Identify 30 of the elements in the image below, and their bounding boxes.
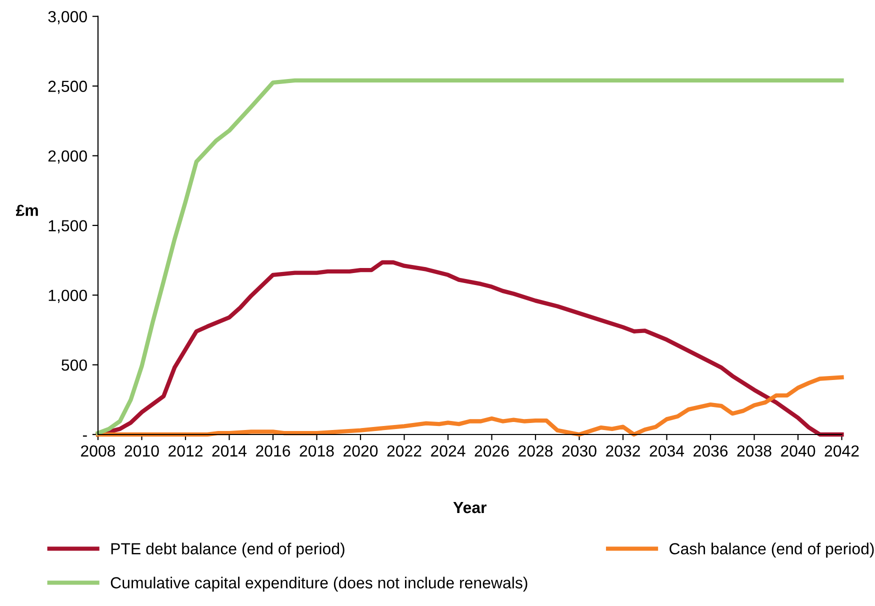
- y-tick-label: 2,500: [48, 80, 87, 94]
- legend-label: PTE debt balance (end of period): [111, 542, 344, 558]
- x-axis-title: Year: [453, 502, 487, 514]
- y-tick-label: -: [82, 435, 87, 437]
- x-tick-label: 2018: [300, 445, 334, 457]
- legend-label: Cumulative capital expenditure (does not include renewals): [110, 576, 528, 592]
- y-axis-title: £m: [16, 204, 38, 216]
- y-tick-label: 500: [62, 359, 87, 371]
- x-tick-label: 2030: [562, 445, 596, 457]
- x-tick-label: 2040: [781, 445, 816, 457]
- y-tick-label: 3,000: [48, 10, 87, 24]
- x-tick-label: 2032: [606, 445, 640, 457]
- legend-label: Cash balance (end of period): [670, 542, 874, 558]
- x-tick-label: 2034: [650, 445, 684, 457]
- x-tick-label: 2038: [737, 445, 772, 457]
- x-tick-label: 2008: [81, 445, 116, 457]
- x-tick-label: 2042: [824, 445, 859, 457]
- y-tick-label: 1,500: [48, 220, 87, 234]
- x-tick-label: 2022: [387, 445, 422, 457]
- x-tick-label: 2036: [694, 445, 728, 457]
- x-tick-label: 2016: [256, 445, 290, 457]
- x-tick-label: 2026: [474, 445, 509, 457]
- x-tick-label: 2028: [518, 445, 553, 457]
- x-tick-label: 2024: [431, 445, 466, 457]
- y-tick-label: 1,000: [48, 290, 87, 303]
- x-tick-label: 2020: [344, 445, 378, 457]
- x-tick-label: 2012: [168, 445, 202, 457]
- x-tick-label: 2010: [124, 445, 159, 457]
- y-tick-label: 2,000: [48, 150, 87, 164]
- x-tick-label: 2014: [212, 445, 247, 457]
